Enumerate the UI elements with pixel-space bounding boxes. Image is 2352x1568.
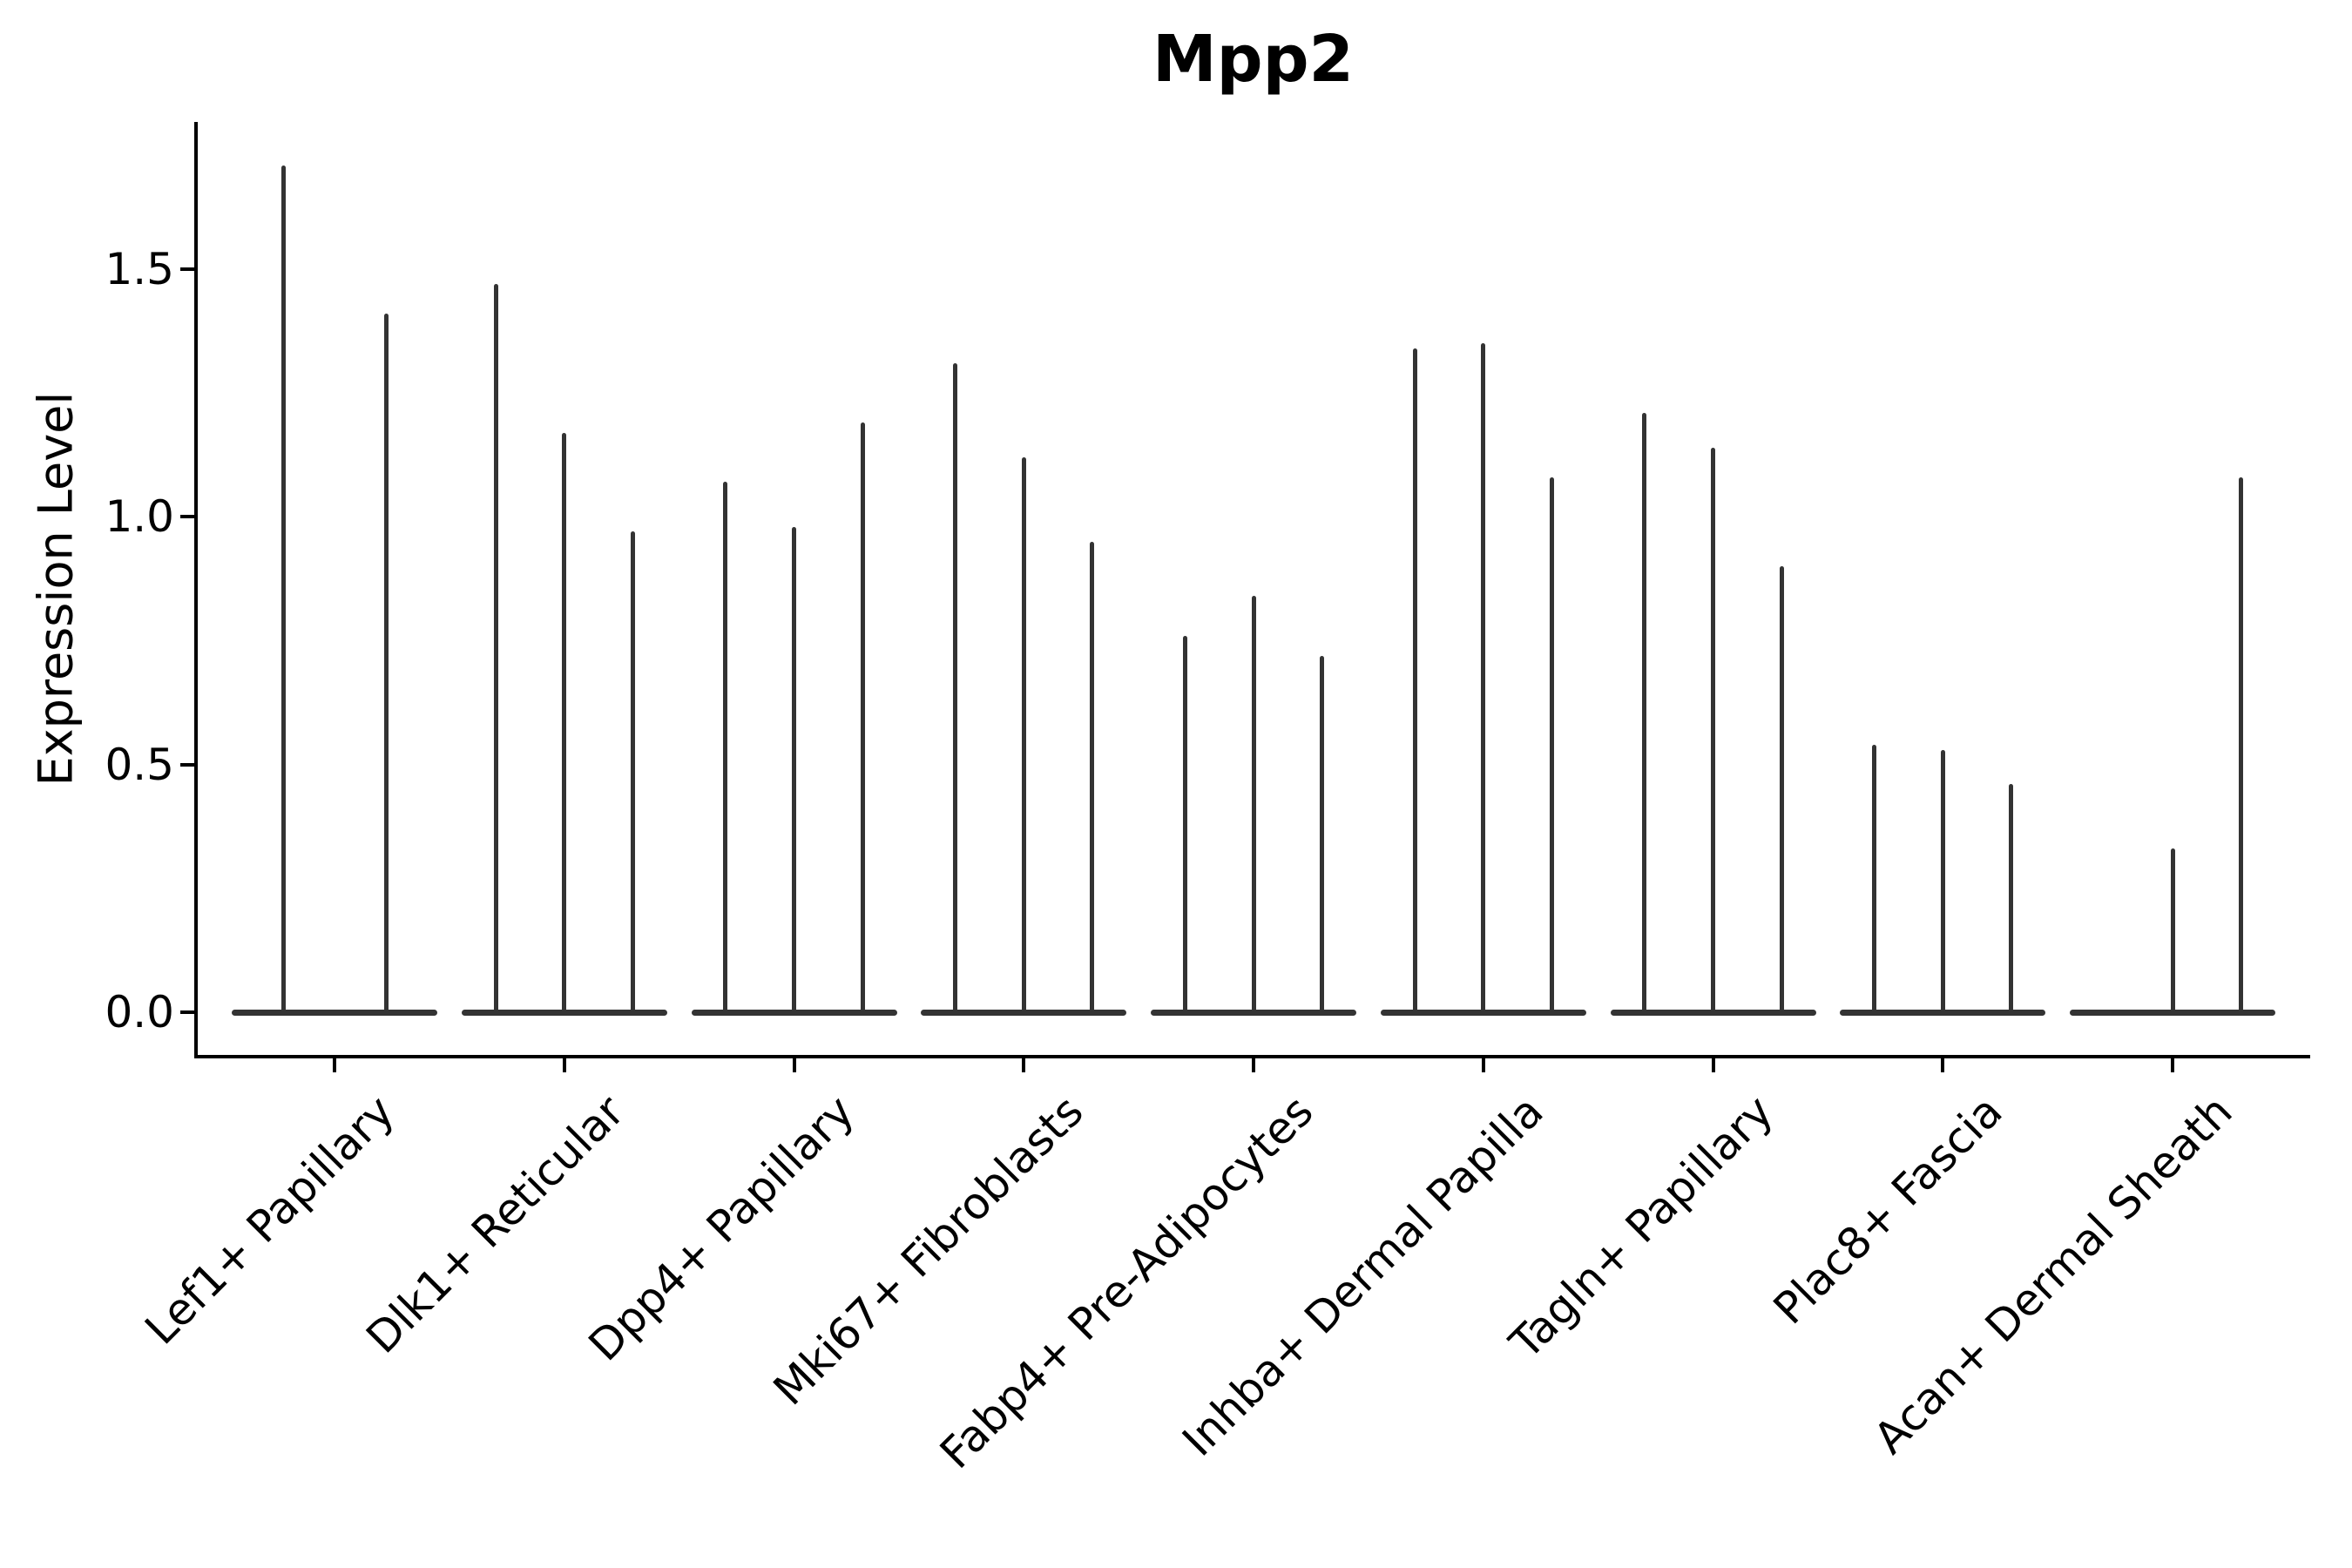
x-tick-mark [562,1058,566,1072]
x-tick-mark [1941,1058,1945,1072]
violin-spike [1642,412,1647,1012]
chart-title: Mpp2 [1152,22,1355,97]
violin-spike [1320,655,1325,1012]
violin-spike [2170,848,2175,1012]
x-tick-label: Fabp4+ Pre-Adipocytes [930,1085,1323,1479]
violin-spike [280,165,286,1012]
violin-spike [953,363,958,1012]
x-tick-mark [2171,1058,2174,1072]
y-axis-label: Expression Level [28,391,84,787]
x-axis-spine [194,1055,2310,1058]
violin-spike [1711,447,1715,1012]
violin-spike [1549,476,1554,1012]
violin-base [1380,1009,1586,1016]
violin-base [461,1009,667,1016]
violin-base [921,1009,1127,1016]
violin-spike [1779,566,1784,1012]
y-tick-mark [180,267,194,271]
violin-spike [1090,541,1095,1012]
x-tick-mark [1022,1058,1026,1072]
violin-spike [1481,343,1486,1012]
y-tick-mark [180,515,194,519]
violin-spike [1021,457,1026,1012]
x-tick-label: Lef1+ Papillary [135,1085,404,1355]
y-tick-label: 1.5 [105,243,174,294]
violin-spike [2009,784,2014,1012]
violin-spike [562,432,567,1012]
violin-spike [1940,749,1945,1012]
violin-spike [792,526,796,1012]
x-tick-label: Dlk1+ Reticular [356,1085,634,1363]
y-tick-label: 1.0 [105,491,174,543]
x-tick-mark [333,1058,336,1072]
violin-spike [723,482,728,1012]
violin-base [691,1009,897,1016]
x-tick-mark [1252,1058,1255,1072]
violin-base [2070,1009,2275,1016]
violin-spike [1412,348,1417,1012]
violin-base [1610,1009,1816,1016]
violin-spike [1251,596,1256,1012]
x-tick-mark [1481,1058,1485,1072]
x-tick-label: Plac8+ Fascia [1764,1085,2012,1335]
x-tick-mark [1711,1058,1715,1072]
violin-spike [630,531,635,1012]
y-tick-label: 0.5 [105,739,174,790]
violin-spike [493,284,498,1012]
violin-base [232,1009,437,1016]
violin-spike [860,422,865,1012]
violin-spike [383,314,389,1012]
violin-spike [1182,635,1187,1012]
y-tick-label: 0.0 [105,987,174,1037]
y-tick-mark [180,762,194,767]
violin-base [1840,1009,2046,1016]
violin-spike [1872,744,1877,1012]
y-tick-mark [180,1010,194,1014]
violin-spike [2239,476,2244,1012]
y-axis-spine [194,122,198,1058]
violin-base [1151,1009,1356,1016]
x-tick-mark [792,1058,796,1072]
